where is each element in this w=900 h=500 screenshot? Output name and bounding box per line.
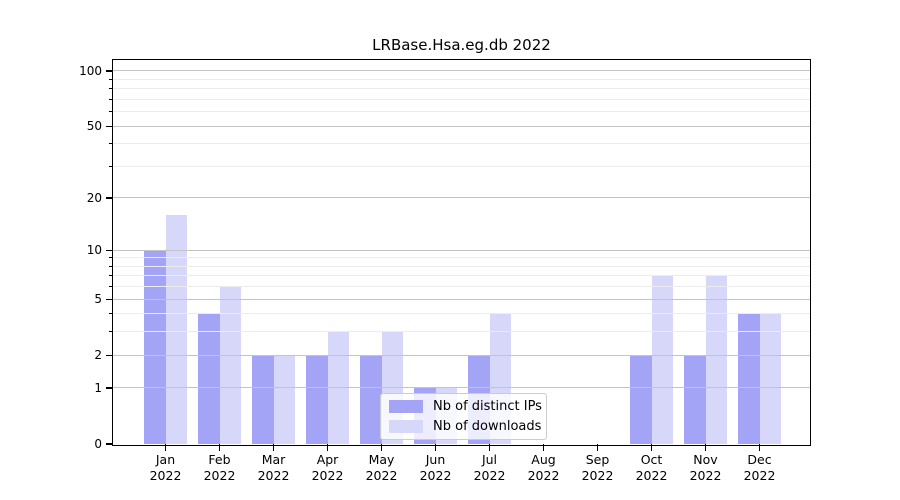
gridline-major [113,249,810,251]
x-tick [326,444,329,451]
x-tick-label: Oct 2022 [635,452,668,483]
y-major-tick [106,249,113,251]
bar-distinct-ips-oct [630,355,652,444]
x-tick-label: Jan 2022 [149,452,182,483]
bar-distinct-ips-nov [684,355,706,444]
gridline-major [113,354,810,356]
y-major-tick [106,70,113,72]
gridline-major [113,298,810,300]
y-major-tick [106,197,113,199]
y-major-tick [106,125,113,127]
y-minor-tick [109,331,113,333]
x-tick-label: Jun 2022 [419,452,452,483]
y-tick-label: 5 [94,292,102,307]
x-tick [488,444,491,451]
y-minor-tick [109,265,113,267]
x-tick-label: Sep 2022 [581,452,614,483]
legend-label-downloads: Nb of downloads [433,419,542,434]
x-tick-label: Jul 2022 [473,452,506,483]
legend-swatch-downloads [389,420,423,433]
x-tick-label: May 2022 [365,452,398,483]
y-minor-tick [109,313,113,315]
gridline-minor [113,88,810,90]
y-minor-tick [109,111,113,113]
y-minor-tick [109,257,113,259]
bar-downloads-mar [273,355,295,444]
y-tick-label: 20 [86,190,102,205]
x-tick-label: Apr 2022 [311,452,344,483]
y-tick-label: 2 [94,348,102,363]
gridline-minor [113,98,810,100]
y-major-tick [106,443,113,445]
y-tick-label: 100 [79,63,102,78]
y-major-tick [106,387,113,389]
x-tick-label: Dec 2022 [743,452,776,483]
y-major-tick [106,354,113,356]
gridline-minor [113,143,810,145]
gridline-minor [113,331,810,333]
gridline-major [113,387,810,389]
bar-distinct-ips-may [360,355,382,444]
legend: Nb of distinct IPs Nb of downloads [380,393,547,440]
x-tick-label: Mar 2022 [257,452,290,483]
bar-downloads-feb [219,286,241,444]
legend-label-distinct-ips: Nb of distinct IPs [433,399,542,414]
y-minor-tick [109,143,113,145]
x-tick [704,444,707,451]
gridline-minor [113,78,810,80]
y-minor-tick [109,165,113,167]
gridline-major [113,125,810,127]
bar-downloads-dec [759,313,781,444]
y-tick-label: 50 [86,119,102,134]
x-tick [380,444,383,451]
y-tick-label: 10 [86,243,102,258]
bar-distinct-ips-apr [306,355,328,444]
x-tick [218,444,221,451]
x-tick [164,444,167,451]
x-tick [758,444,761,451]
bar-downloads-oct [651,275,673,444]
x-tick [650,444,653,451]
legend-swatch-distinct-ips [389,400,423,413]
x-tick [542,444,545,451]
y-minor-tick [109,286,113,288]
y-minor-tick [109,275,113,277]
y-tick-label: 0 [94,437,102,451]
bar-downloads-nov [705,275,727,444]
bar-downloads-jan [165,215,187,444]
y-minor-tick [109,78,113,80]
bar-distinct-ips-feb [198,313,220,444]
gridline-minor [113,165,810,167]
chart-title: LRBase.Hsa.eg.db 2022 [372,36,551,54]
y-minor-tick [109,88,113,90]
x-tick [596,444,599,451]
x-tick [434,444,437,451]
gridline-minor [113,265,810,267]
bar-distinct-ips-mar [252,355,274,444]
y-major-tick [106,298,113,300]
x-tick [272,444,275,451]
gridline-major [113,70,810,72]
gridline-minor [113,313,810,315]
legend-item-downloads: Nb of downloads [389,419,542,434]
gridline-minor [113,111,810,113]
bar-distinct-ips-jan [144,250,166,444]
x-tick-label: Aug 2022 [527,452,560,483]
gridline-major [113,197,810,199]
gridline-minor [113,257,810,259]
x-tick-label: Nov 2022 [689,452,722,483]
legend-item-distinct-ips: Nb of distinct IPs [389,399,542,414]
gridline-minor [113,286,810,288]
y-minor-tick [109,98,113,100]
y-tick-label: 1 [94,380,102,395]
gridline-minor [113,275,810,277]
bar-distinct-ips-dec [738,313,760,444]
x-tick-label: Feb 2022 [203,452,236,483]
